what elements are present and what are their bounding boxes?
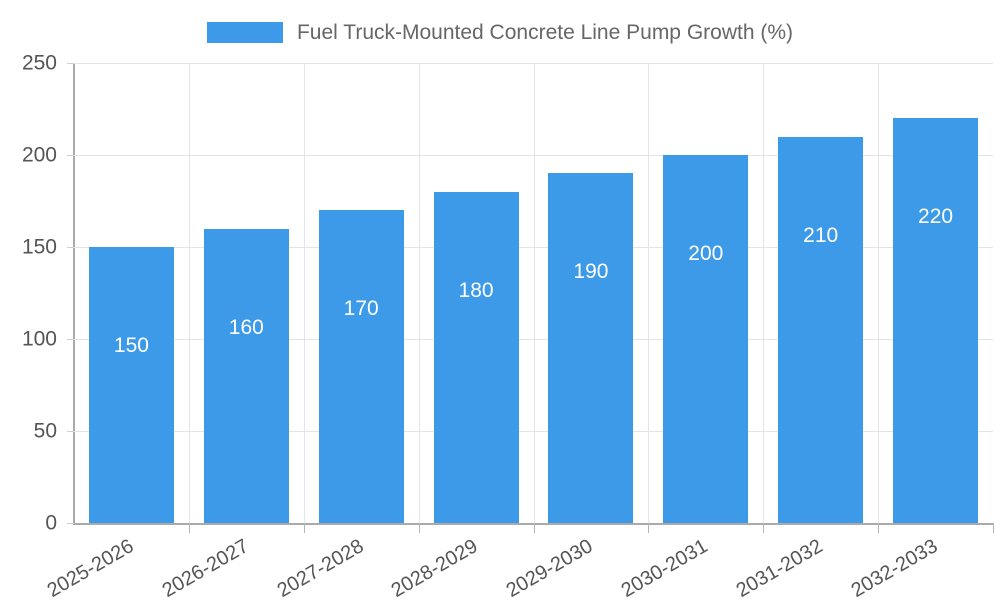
x-tick-mark — [993, 523, 994, 533]
y-tick-mark — [67, 523, 74, 524]
bar-value-label: 200 — [688, 242, 724, 265]
x-axis-tick-label: 2025-2026 — [43, 535, 138, 602]
legend-label-series-1[interactable]: Fuel Truck-Mounted Concrete Line Pump Gr… — [296, 20, 794, 44]
bar[interactable]: 150 — [88, 247, 174, 523]
gridline-vertical — [648, 63, 649, 523]
legend-swatch-series-1[interactable] — [206, 21, 283, 43]
x-tick-mark — [534, 523, 535, 533]
y-axis-tick-label: 50 — [33, 419, 57, 443]
gridline-vertical — [304, 63, 305, 523]
x-tick-mark — [763, 523, 764, 533]
x-tick-mark — [878, 523, 879, 533]
bar[interactable]: 210 — [778, 136, 864, 523]
x-axis-tick-label: 2029-2030 — [502, 535, 597, 602]
x-axis-tick-label: 2032-2033 — [847, 535, 942, 602]
x-axis-line — [73, 523, 994, 525]
gridline-vertical — [763, 63, 764, 523]
y-tick-mark — [67, 155, 74, 156]
bar[interactable]: 220 — [893, 118, 979, 523]
bar-value-label: 160 — [228, 315, 264, 339]
bar[interactable]: 160 — [203, 228, 289, 523]
bar-value-label: 220 — [918, 205, 954, 229]
gridline-horizontal — [74, 155, 993, 156]
x-tick-mark — [189, 523, 190, 533]
gridline-horizontal — [74, 247, 993, 248]
gridline-vertical — [534, 63, 535, 523]
gridline-horizontal — [74, 63, 993, 64]
x-tick-mark — [304, 523, 305, 533]
bar-value-label: 150 — [113, 334, 149, 357]
y-axis-tick-label: 0 — [45, 511, 57, 535]
bar[interactable]: 200 — [663, 155, 749, 523]
x-tick-mark — [419, 523, 420, 533]
gridline-vertical — [189, 63, 190, 523]
gridline-horizontal — [74, 431, 993, 432]
x-axis-tick-label: 2027-2028 — [273, 535, 368, 602]
x-axis-tick-label: 2028-2029 — [388, 535, 482, 602]
y-tick-mark — [67, 63, 74, 64]
gridline-vertical — [878, 63, 879, 523]
bar-value-label: 210 — [803, 223, 839, 247]
bar-value-label: 170 — [343, 297, 379, 321]
bar[interactable]: 170 — [318, 210, 404, 523]
x-tick-mark — [648, 523, 649, 533]
bar[interactable]: 190 — [548, 173, 634, 523]
x-axis-tick-label: 2030-2031 — [617, 535, 712, 602]
y-axis-line — [73, 63, 75, 523]
y-tick-mark — [67, 431, 74, 432]
x-axis-tick-label: 2026-2027 — [158, 535, 253, 602]
y-axis-tick-label: 200 — [21, 143, 57, 167]
bar-value-label: 190 — [573, 260, 609, 284]
plot-area: 150 160 170 180 190 200 210 220 — [67, 63, 994, 533]
gridline-horizontal — [74, 339, 993, 340]
y-axis-tick-label: 250 — [21, 51, 57, 75]
x-axis-tick-label: 2031-2032 — [732, 535, 827, 602]
bar-value-label: 180 — [458, 278, 494, 302]
gridline-vertical — [419, 63, 420, 523]
chart-legend: Fuel Truck-Mounted Concrete Line Pump Gr… — [0, 12, 1000, 52]
bar[interactable]: 180 — [433, 191, 519, 523]
y-tick-mark — [67, 247, 74, 248]
y-axis-tick-label: 100 — [21, 327, 57, 351]
y-axis-tick-label: 150 — [21, 235, 57, 259]
y-tick-mark — [67, 339, 74, 340]
